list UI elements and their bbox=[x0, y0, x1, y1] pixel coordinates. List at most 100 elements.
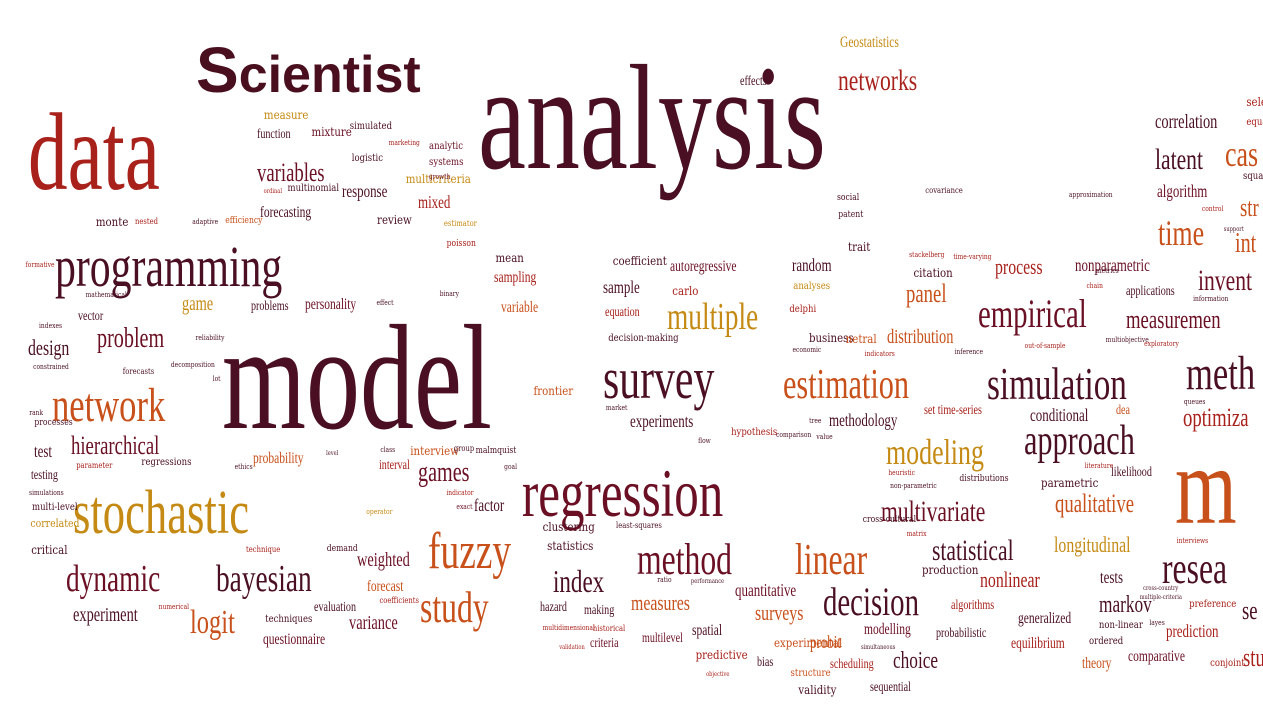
cloud-word: nonlinear bbox=[980, 567, 1040, 593]
cloud-word: preference bbox=[1189, 599, 1237, 610]
cloud-word: surveys bbox=[755, 600, 804, 626]
cloud-word: optimiza bbox=[1183, 402, 1249, 432]
cloud-word: stu bbox=[1243, 642, 1263, 672]
cloud-word: vector bbox=[78, 309, 104, 325]
cloud-word: poisson bbox=[446, 238, 476, 249]
cloud-word: class bbox=[380, 445, 396, 454]
cloud-word: indexes bbox=[39, 321, 63, 330]
cloud-word: multiple bbox=[667, 295, 759, 338]
cloud-word: group bbox=[453, 443, 475, 453]
cloud-word: decision bbox=[823, 579, 919, 624]
cloud-word: conjoint bbox=[1210, 658, 1245, 669]
cloud-word: indicators bbox=[864, 349, 895, 358]
cloud-word: dynamic bbox=[66, 557, 161, 600]
cloud-word: exploratory bbox=[1144, 339, 1179, 348]
cloud-word: monte bbox=[95, 215, 129, 230]
cloud-word: int bbox=[1235, 227, 1257, 259]
cloud-word: processes bbox=[34, 417, 73, 428]
cloud-word: likelihood bbox=[1111, 465, 1152, 481]
cloud-word: latent bbox=[1155, 143, 1203, 176]
cloud-word: theory bbox=[1082, 654, 1112, 672]
cloud-word: problem bbox=[97, 322, 165, 354]
cloud-word: estimator bbox=[443, 218, 477, 228]
cloud-word: probit bbox=[810, 631, 841, 652]
cloud-word: stochastic bbox=[73, 479, 250, 548]
cloud-word: nonparametric bbox=[1075, 254, 1150, 275]
cloud-word: equation bbox=[605, 305, 640, 321]
cloud-word: simultaneous bbox=[861, 643, 896, 651]
cloud-word: modelling bbox=[864, 620, 911, 638]
cloud-word: inference bbox=[954, 347, 984, 356]
cloud-word: games bbox=[418, 456, 470, 488]
cloud-word: interval bbox=[379, 458, 410, 474]
cloud-word: hypothesis bbox=[731, 427, 778, 438]
cloud-word: formative bbox=[25, 260, 55, 269]
cloud-word: multiple-criteria bbox=[1139, 593, 1182, 601]
cloud-word: fuzzy bbox=[428, 523, 512, 581]
cloud-word: analyses bbox=[793, 281, 831, 292]
cloud-word: Geostatistics bbox=[840, 33, 899, 51]
cloud-word: variance bbox=[349, 612, 398, 634]
cloud-word: delphi bbox=[789, 304, 817, 315]
cloud-word: variables bbox=[257, 157, 325, 187]
cloud-word: parametric bbox=[1041, 476, 1099, 491]
cloud-word: test bbox=[34, 440, 52, 461]
cloud-word: process bbox=[995, 254, 1043, 280]
cloud-word: decision-making bbox=[608, 333, 679, 344]
cloud-word: netral bbox=[845, 332, 877, 347]
cloud-word: weighted bbox=[357, 549, 410, 571]
cloud-word: logit bbox=[190, 604, 235, 642]
cloud-word: estimation bbox=[783, 362, 909, 409]
cloud-word: questionnaire bbox=[263, 630, 326, 648]
cloud-word: sampling bbox=[494, 268, 537, 286]
cloud-word: mean bbox=[495, 251, 524, 266]
cloud-word: rank bbox=[29, 408, 44, 417]
scientist-title: Scientist bbox=[196, 38, 421, 102]
cloud-word: personality bbox=[305, 295, 357, 313]
cloud-word: economic bbox=[792, 345, 822, 354]
cloud-word: distributions bbox=[959, 473, 1009, 484]
cloud-word: function bbox=[257, 127, 291, 143]
cloud-word: factor bbox=[474, 494, 505, 515]
cloud-word: goal bbox=[504, 462, 517, 471]
cloud-word: probabilistic bbox=[936, 626, 987, 642]
cloud-word: bias bbox=[757, 655, 774, 671]
cloud-word: parameter bbox=[76, 460, 113, 470]
cloud-word: correlation bbox=[1155, 111, 1218, 133]
cloud-word: level bbox=[326, 449, 339, 457]
cloud-word: chain bbox=[1086, 281, 1103, 290]
cloud-word: business bbox=[808, 331, 854, 346]
cloud-word: problems bbox=[251, 299, 289, 315]
cloud-word: design bbox=[28, 335, 70, 361]
cloud-word: multivariate bbox=[881, 495, 986, 528]
cloud-word: statistical bbox=[932, 534, 1014, 567]
cloud-word: empirical bbox=[978, 291, 1087, 336]
cloud-word: non-parametric bbox=[890, 481, 937, 490]
cloud-word: sequential bbox=[870, 680, 911, 696]
cloud-word: effects bbox=[740, 74, 767, 90]
cloud-word: layes bbox=[1149, 618, 1165, 627]
cloud-word: predictive bbox=[695, 648, 748, 663]
cloud-word: qualitative bbox=[1055, 488, 1135, 518]
cloud-word: trait bbox=[847, 240, 871, 255]
cloud-word: quantitative bbox=[735, 579, 797, 600]
cloud-word: social bbox=[836, 192, 860, 203]
cloud-word: equati bbox=[1246, 117, 1263, 128]
cloud-word: experimental bbox=[774, 636, 843, 651]
cloud-word: efficiency bbox=[225, 215, 263, 226]
cloud-word: ordered bbox=[1089, 636, 1124, 647]
cloud-word: str bbox=[1240, 192, 1259, 222]
cloud-word: comparison bbox=[776, 430, 812, 439]
cloud-word: experiments bbox=[630, 410, 694, 431]
cloud-word: critical bbox=[31, 543, 68, 558]
cloud-word: data bbox=[28, 91, 160, 213]
cloud-word: multicriteria bbox=[405, 172, 471, 187]
cloud-word: interview bbox=[410, 444, 459, 459]
cloud-word: decomposition bbox=[170, 360, 215, 369]
cloud-word: multidimensional bbox=[542, 623, 595, 632]
cloud-word: forecasts bbox=[122, 366, 155, 376]
cloud-word: network bbox=[52, 378, 166, 432]
cloud-word: approach bbox=[1024, 418, 1135, 465]
cloud-word: reliability bbox=[195, 333, 225, 342]
cloud-word: ordinal bbox=[263, 187, 282, 195]
